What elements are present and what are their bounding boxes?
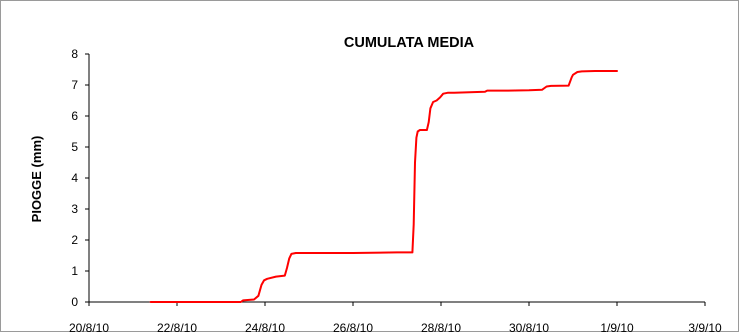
x-tick-label: 30/8/10 [509, 321, 549, 333]
x-tick-label: 1/9/10 [600, 321, 634, 333]
y-tick-label: 6 [71, 109, 78, 123]
chart-title: CUMULATA MEDIA [344, 35, 475, 51]
x-tick-label: 28/8/10 [421, 321, 461, 333]
x-tick-label: 26/8/10 [333, 321, 373, 333]
y-axis: 0 1 2 3 4 5 6 7 8 [71, 47, 90, 309]
y-tick-label: 8 [71, 47, 78, 61]
x-tick-label: 22/8/10 [157, 321, 197, 333]
y-tick-label: 2 [71, 233, 78, 247]
y-tick-label: 3 [71, 202, 78, 216]
series-line [149, 70, 618, 303]
x-tick-label: 3/9/10 [688, 321, 722, 333]
y-tick-label: 1 [71, 264, 78, 278]
y-tick-label: 0 [71, 295, 78, 309]
y-tick-label: 4 [71, 171, 78, 185]
x-tick-label: 20/8/10 [69, 321, 109, 333]
x-axis: 20/8/10 22/8/10 24/8/10 26/8/10 28/8/10 30/8/… [69, 301, 722, 333]
y-tick-label: 5 [71, 140, 78, 154]
y-axis-label: PIOGGE (mm) [29, 136, 44, 223]
y-tick-label: 7 [71, 78, 78, 92]
x-tick-label: 24/8/10 [245, 321, 285, 333]
series-layer [149, 70, 618, 303]
